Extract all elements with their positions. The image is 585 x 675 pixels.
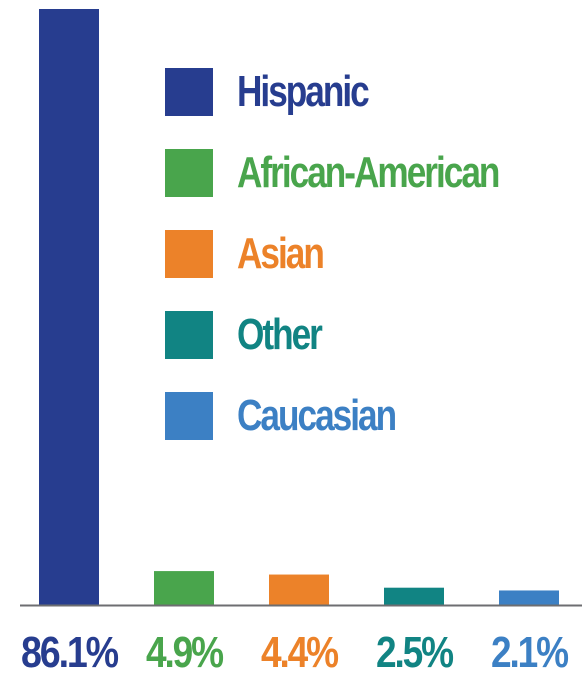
legend-label-asian: Asian — [237, 229, 325, 278]
legend-swatch-caucasian — [165, 392, 213, 440]
value-labels: 86.1% 4.9% 4.4% 2.5% 2.1% — [21, 628, 571, 675]
legend-item-hispanic: Hispanic — [165, 67, 564, 116]
value-label-asian: 4.4% — [261, 628, 338, 675]
legend-label-caucasian: Caucasian — [237, 391, 397, 440]
bars — [39, 9, 559, 605]
legend-item-caucasian: Caucasian — [165, 391, 564, 440]
value-label-african-american: 4.9% — [146, 628, 223, 675]
bar-hispanic — [39, 9, 99, 605]
legend-label-african-american: African-American — [237, 148, 500, 197]
bar-african-american — [154, 571, 214, 605]
legend-swatch-hispanic — [165, 68, 213, 116]
bar-other — [384, 587, 444, 605]
legend-label-hispanic: Hispanic — [237, 67, 370, 116]
legend-swatch-african-american — [165, 149, 213, 197]
legend-swatch-asian — [165, 230, 213, 278]
legend-item-asian: Asian — [165, 229, 564, 278]
value-label-hispanic: 86.1% — [21, 628, 118, 675]
value-label-other: 2.5% — [376, 628, 453, 675]
bar-asian — [269, 574, 329, 605]
bar-caucasian — [499, 590, 559, 605]
legend-item-african-american: African-American — [165, 148, 564, 197]
value-label-caucasian: 2.1% — [491, 628, 568, 675]
legend-swatch-other — [165, 311, 213, 359]
legend-item-other: Other — [165, 310, 564, 359]
legend: Hispanic African-American Asian Other Ca… — [165, 67, 564, 473]
legend-label-other: Other — [237, 310, 323, 359]
